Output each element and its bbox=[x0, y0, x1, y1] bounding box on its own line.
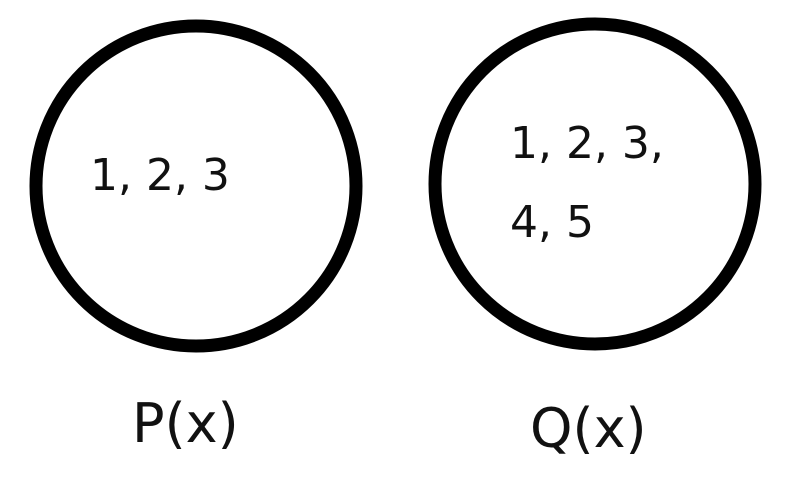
set-q-elements-line2: 4, 5 bbox=[510, 197, 594, 248]
set-q-label: Q(x) bbox=[530, 397, 647, 460]
set-p-elements: 1, 2, 3 bbox=[90, 150, 230, 201]
set-p-circle bbox=[29, 19, 363, 353]
set-q-elements-line1: 1, 2, 3, bbox=[510, 118, 664, 169]
set-q-circle bbox=[428, 17, 762, 351]
set-p-label: P(x) bbox=[132, 392, 239, 455]
